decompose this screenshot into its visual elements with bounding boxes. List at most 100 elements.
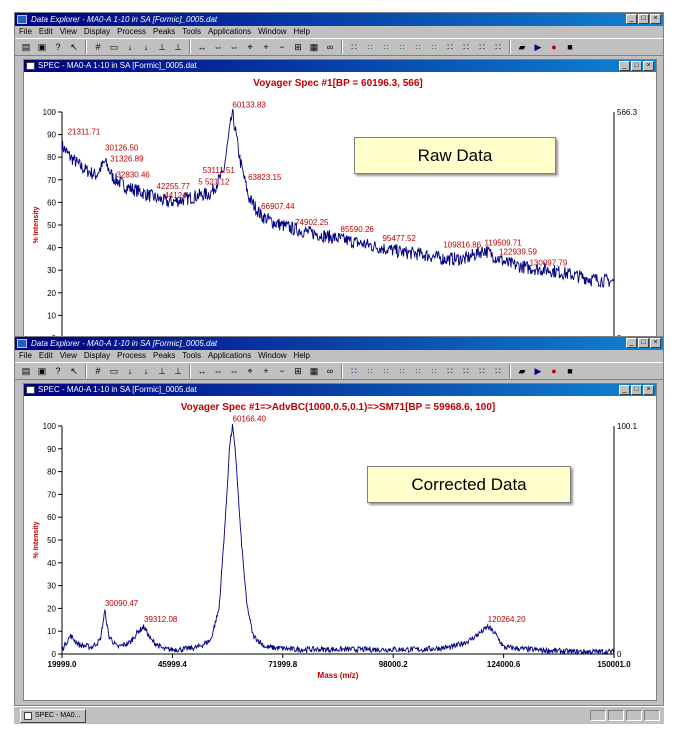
menu-help[interactable]: Help (293, 351, 310, 360)
doc-maximize-button[interactable]: □ (631, 385, 642, 395)
taskbar-spec-button[interactable]: SPEC - MA0... (20, 709, 86, 723)
trace-6-icon[interactable]: ∷ (447, 41, 453, 52)
help-icon[interactable]: ? (55, 365, 61, 376)
menu-window[interactable]: Window (258, 27, 287, 36)
subtract-icon[interactable]: − (279, 365, 285, 376)
close-button[interactable]: × (650, 14, 661, 24)
chart-icon[interactable]: ▰ (518, 41, 526, 52)
cursor-icon[interactable]: ⌖ (247, 41, 253, 52)
doc-minimize-button[interactable]: _ (619, 385, 630, 395)
menu-applications[interactable]: Applications (207, 351, 252, 360)
menu-applications[interactable]: Applications (207, 27, 252, 36)
arrow-down-icon[interactable]: ↓ (127, 41, 133, 52)
menu-edit[interactable]: Edit (38, 27, 53, 36)
trace-1-icon[interactable]: ∷ (367, 366, 373, 376)
arrow-down-alt-icon[interactable]: ↓ (143, 41, 149, 52)
overlay-icon[interactable]: ⊞ (294, 41, 302, 52)
maximize-button[interactable]: □ (638, 14, 649, 24)
overlay-icon[interactable]: ⊞ (294, 365, 302, 376)
peak-clear-icon[interactable]: ⊥ (174, 365, 182, 376)
open-icon[interactable]: ▤ (21, 365, 31, 376)
raw-spectrum-chart[interactable]: Voyager Spec #1[BP = 60196.3, 566]010203… (24, 72, 656, 340)
expand-icon[interactable]: ↔ (197, 41, 207, 52)
menu-file[interactable]: File (19, 27, 32, 36)
trace-3-icon[interactable]: ∷ (399, 42, 405, 52)
menu-view[interactable]: View (59, 27, 77, 36)
doc-titlebar[interactable]: SPEC - MA0-A 1-10 in SA [Formic]_0005.da… (24, 60, 656, 72)
minimize-button[interactable]: _ (626, 14, 637, 24)
menu-view[interactable]: View (59, 351, 77, 360)
trace-5-icon[interactable]: ∷ (431, 42, 437, 52)
trace-1-icon[interactable]: ∷ (367, 42, 373, 52)
doc-minimize-button[interactable]: _ (619, 61, 630, 71)
trace-4-icon[interactable]: ∷ (415, 42, 421, 52)
trace-8-icon[interactable]: ∷ (479, 365, 485, 376)
grid-icon[interactable]: # (95, 365, 101, 376)
trace-8-icon[interactable]: ∷ (479, 41, 485, 52)
link-icon[interactable]: ∞ (326, 41, 334, 52)
menu-window[interactable]: Window (258, 351, 287, 360)
cursor-icon[interactable]: ⌖ (247, 365, 253, 376)
chart-icon[interactable]: ▰ (518, 365, 526, 376)
corrected-spectrum-chart[interactable]: Voyager Spec #1=>AdvBC(1000,0.5,0.1)=>SM… (24, 396, 656, 700)
stop-icon[interactable]: ■ (567, 41, 573, 52)
play-icon[interactable]: ▶ (534, 41, 542, 52)
trace-grid-icon[interactable]: ∷ (351, 365, 357, 376)
link-icon[interactable]: ∞ (326, 365, 334, 376)
maximize-button[interactable]: □ (638, 338, 649, 348)
menu-display[interactable]: Display (83, 27, 111, 36)
record-icon[interactable]: ● (551, 41, 557, 52)
trace-7-icon[interactable]: ∷ (463, 41, 469, 52)
open-icon[interactable]: ▤ (21, 41, 31, 52)
arrow-down-alt-icon[interactable]: ↓ (143, 365, 149, 376)
doc-close-button[interactable]: × (643, 61, 654, 71)
menu-file[interactable]: File (19, 351, 32, 360)
compare-icon[interactable]: ▦ (309, 41, 319, 52)
record-icon[interactable]: ● (551, 365, 557, 376)
menu-peaks[interactable]: Peaks (153, 27, 176, 36)
menu-display[interactable]: Display (83, 351, 111, 360)
context-help-icon[interactable]: ↖ (70, 41, 78, 52)
doc-close-button[interactable]: × (643, 385, 654, 395)
label-icon[interactable]: ▭ (109, 365, 119, 376)
doc-titlebar[interactable]: SPEC - MA0-A 1-10 in SA [Formic]_0005.da… (24, 384, 656, 396)
menu-process[interactable]: Process (117, 27, 147, 36)
stop-icon[interactable]: ■ (567, 365, 573, 376)
peak-label-icon[interactable]: ⊥ (158, 41, 166, 52)
trace-6-icon[interactable]: ∷ (447, 365, 453, 376)
expand-icon[interactable]: ↔ (197, 365, 207, 376)
trace-9-icon[interactable]: ∷ (495, 41, 501, 52)
close-button[interactable]: × (650, 338, 661, 348)
print-icon[interactable]: ▣ (37, 41, 47, 52)
shift-alt-icon[interactable]: ⇔ (229, 41, 239, 52)
compare-icon[interactable]: ▦ (309, 365, 319, 376)
menu-edit[interactable]: Edit (38, 351, 53, 360)
peak-clear-icon[interactable]: ⊥ (174, 41, 182, 52)
add-icon[interactable]: + (263, 365, 269, 376)
help-icon[interactable]: ? (55, 41, 61, 52)
menu-help[interactable]: Help (293, 27, 310, 36)
app-titlebar[interactable]: Data Explorer - MA0-A 1-10 in SA [Formic… (15, 13, 663, 26)
shift-icon[interactable]: ⇔ (213, 365, 223, 376)
context-help-icon[interactable]: ↖ (70, 365, 78, 376)
print-icon[interactable]: ▣ (37, 365, 47, 376)
doc-maximize-button[interactable]: □ (631, 61, 642, 71)
play-icon[interactable]: ▶ (534, 365, 542, 376)
trace-9-icon[interactable]: ∷ (495, 365, 501, 376)
menu-process[interactable]: Process (117, 351, 147, 360)
app-titlebar[interactable]: Data Explorer - MA0-A 1-10 in SA [Formic… (15, 337, 663, 350)
menu-tools[interactable]: Tools (182, 351, 201, 360)
grid-icon[interactable]: # (95, 41, 101, 52)
label-icon[interactable]: ▭ (109, 41, 119, 52)
trace-grid-icon[interactable]: ∷ (351, 41, 357, 52)
shift-alt-icon[interactable]: ⇔ (229, 365, 239, 376)
arrow-down-icon[interactable]: ↓ (127, 365, 133, 376)
minimize-button[interactable]: _ (626, 338, 637, 348)
menu-tools[interactable]: Tools (182, 27, 201, 36)
peak-label-icon[interactable]: ⊥ (158, 365, 166, 376)
trace-4-icon[interactable]: ∷ (415, 366, 421, 376)
trace-7-icon[interactable]: ∷ (463, 365, 469, 376)
shift-icon[interactable]: ⇔ (213, 41, 223, 52)
trace-2-icon[interactable]: ∷ (383, 366, 389, 376)
trace-5-icon[interactable]: ∷ (431, 366, 437, 376)
